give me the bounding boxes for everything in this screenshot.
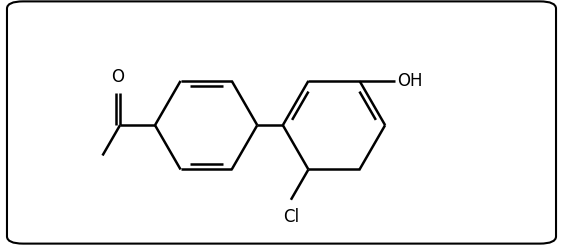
Text: OH: OH xyxy=(397,72,423,90)
Text: Cl: Cl xyxy=(283,208,299,226)
FancyBboxPatch shape xyxy=(7,1,556,244)
Text: O: O xyxy=(111,68,124,86)
